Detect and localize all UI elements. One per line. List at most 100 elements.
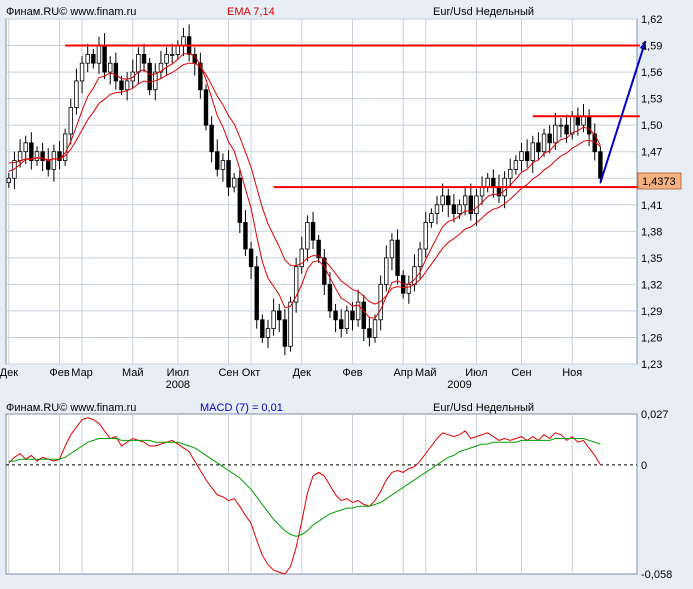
price-marker-box [637,172,682,190]
top-watermark: Финам.RU© www.finam.ru [6,6,136,18]
forecast-arrow-line [599,40,647,183]
candle-up [519,151,524,161]
candle-up [541,133,547,153]
candle-up [384,257,389,285]
price-tick-label: 1,41 [641,200,662,212]
ema-7-line [8,53,601,319]
candle-up [68,107,73,135]
month-tick-label: Дек [0,367,18,379]
candle-up [412,266,417,285]
month-tick-label: Фев [342,367,362,379]
candle-up [440,195,445,206]
candle-up [293,266,299,303]
candle-up [169,53,175,56]
month-tick-label: Сен [511,367,531,379]
candle-down [40,151,45,161]
candle-up [406,283,412,294]
candle-up [79,62,85,82]
month-tick-label: Мар [71,367,93,379]
candle-up [479,186,485,197]
candle-down [446,195,451,206]
candle-down [237,177,243,223]
candle-up [530,142,535,161]
candle-down [248,248,254,268]
candle-down [198,62,203,91]
macd-tick-label: -0,058 [641,569,672,581]
macd-tick-label: 0 [641,460,647,472]
candle-up [423,222,428,250]
ema-14-line [8,62,601,305]
macd-tick-label: 0,027 [641,409,669,421]
candle-up [62,133,68,161]
month-tick-label: Июл [167,367,189,379]
candle-up [513,160,519,170]
year-tick-label: 2008 [166,379,190,391]
candle-down [119,80,124,91]
month-tick-label: Фев [49,367,69,379]
candle-up [553,124,558,144]
candle-up [485,177,490,188]
candle-down [209,124,214,153]
candle-down [277,310,282,321]
candle-up [51,151,57,170]
candle-down [536,142,541,153]
candle-up [474,195,479,215]
candle-down [564,124,569,135]
candle-down [91,53,96,64]
candle-down [102,45,107,73]
price-marker-label: 1,4373 [642,176,676,188]
price-tick-label: 1,38 [641,226,662,238]
candle-up [434,204,440,215]
bottom-indicator-label: MACD (7) = 0,01 [200,402,283,414]
candle-down [491,177,496,188]
macd-line [8,417,601,575]
candle-down [350,310,355,321]
candle-up [457,204,462,215]
top-plot-area [5,18,638,365]
month-tick-label: Май [415,367,437,379]
candle-up [158,62,164,73]
price-tick-label: 1,35 [641,253,662,265]
bottom-watermark: Финам.RU© www.finam.ru [6,402,136,414]
candle-down [226,160,231,188]
candle-up [265,328,271,338]
candle-down [215,151,220,170]
signal-line [8,438,601,537]
price-tick-label: 1,26 [641,332,662,344]
candle-down [451,204,457,215]
month-tick-label: Сен [218,367,238,379]
candle-up [299,248,304,268]
candle-down [113,62,119,82]
candle-up [231,177,237,188]
candle-up [23,142,28,153]
candle-down [575,115,581,126]
price-tick-label: 1,23 [641,359,662,371]
top-indicator-label: EMA 7,14 [227,6,275,18]
candle-up [271,310,276,330]
candle-down [598,151,603,179]
year-tick-label: 2009 [447,379,471,391]
candle-up [462,195,468,206]
bottom-instrument-label: Eur/Usd Недельный [433,402,534,414]
candle-up [17,151,23,161]
candle-down [147,62,152,91]
candle-down [367,328,372,338]
candle-up [288,301,293,347]
candle-down [586,115,592,135]
candle-down [141,53,147,64]
candle-up [417,248,423,268]
candle-down [310,222,316,241]
candle-up [429,213,434,223]
candle-up [96,45,102,64]
candle-down [327,283,333,312]
candle-up [136,53,141,73]
price-tick-label: 1,29 [641,306,662,318]
candle-up [508,168,513,179]
candle-up [570,115,575,135]
price-tick-label: 1,53 [641,94,662,106]
month-tick-label: Окт [242,367,261,379]
candle-down [203,89,209,126]
candle-up [355,301,361,321]
